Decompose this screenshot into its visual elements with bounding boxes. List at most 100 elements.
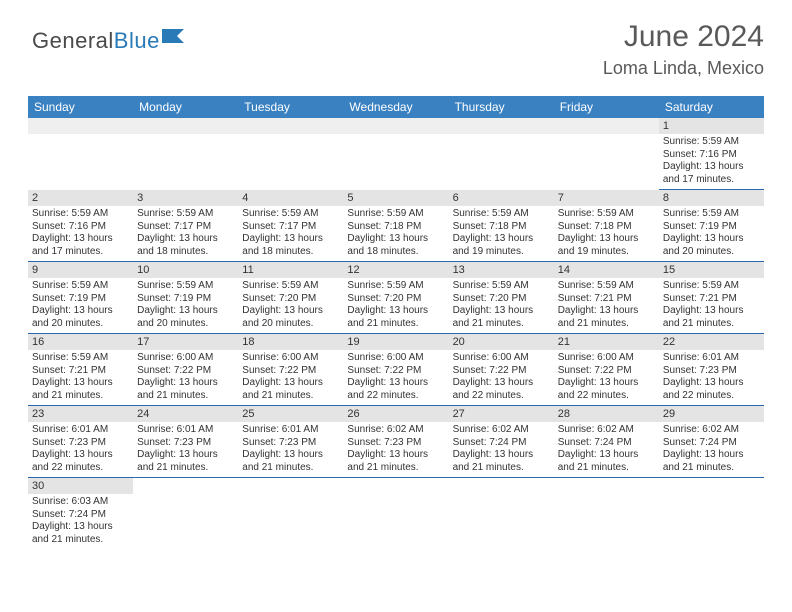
- daylight-line: Daylight: 13 hours and 18 minutes.: [242, 233, 339, 258]
- day-cell: Sunrise: 6:00 AMSunset: 7:22 PMDaylight:…: [238, 350, 343, 406]
- daylight-line: Daylight: 13 hours and 21 minutes.: [347, 449, 444, 474]
- logo-part2: Blue: [114, 28, 160, 53]
- sunset-line: Sunset: 7:19 PM: [137, 293, 234, 306]
- day-cell: Sunrise: 5:59 AMSunset: 7:21 PMDaylight:…: [28, 350, 133, 406]
- day-cell: [343, 494, 448, 549]
- sunset-line: Sunset: 7:22 PM: [137, 365, 234, 378]
- sunrise-line: Sunrise: 5:59 AM: [137, 208, 234, 221]
- sunset-line: Sunset: 7:19 PM: [32, 293, 129, 306]
- daylight-line: Daylight: 13 hours and 21 minutes.: [663, 449, 760, 474]
- sunset-line: Sunset: 7:17 PM: [242, 221, 339, 234]
- daylight-line: Daylight: 13 hours and 21 minutes.: [558, 305, 655, 330]
- sunrise-line: Sunrise: 6:00 AM: [137, 352, 234, 365]
- day-number-cell: [343, 478, 448, 495]
- sunrise-line: Sunrise: 6:00 AM: [242, 352, 339, 365]
- day-number-cell: 19: [343, 334, 448, 351]
- day-body-row: Sunrise: 5:59 AMSunset: 7:16 PMDaylight:…: [28, 134, 764, 190]
- day-cell: Sunrise: 6:02 AMSunset: 7:24 PMDaylight:…: [554, 422, 659, 478]
- day-cell: Sunrise: 6:01 AMSunset: 7:23 PMDaylight:…: [28, 422, 133, 478]
- sunrise-line: Sunrise: 6:00 AM: [347, 352, 444, 365]
- sunset-line: Sunset: 7:21 PM: [558, 293, 655, 306]
- day-cell: Sunrise: 6:03 AMSunset: 7:24 PMDaylight:…: [28, 494, 133, 549]
- day-number-cell: [554, 478, 659, 495]
- daylight-line: Daylight: 13 hours and 22 minutes.: [663, 377, 760, 402]
- daylight-line: Daylight: 13 hours and 21 minutes.: [453, 305, 550, 330]
- daylight-line: Daylight: 13 hours and 17 minutes.: [663, 161, 760, 186]
- weekday-header: Monday: [133, 96, 238, 118]
- sunrise-line: Sunrise: 6:01 AM: [242, 424, 339, 437]
- weekday-header: Thursday: [449, 96, 554, 118]
- day-number-cell: 17: [133, 334, 238, 351]
- sunset-line: Sunset: 7:18 PM: [453, 221, 550, 234]
- sunset-line: Sunset: 7:20 PM: [242, 293, 339, 306]
- daylight-line: Daylight: 13 hours and 21 minutes.: [32, 377, 129, 402]
- day-cell: Sunrise: 6:01 AMSunset: 7:23 PMDaylight:…: [238, 422, 343, 478]
- day-cell: [554, 494, 659, 549]
- day-number-cell: [449, 478, 554, 495]
- sunset-line: Sunset: 7:23 PM: [137, 437, 234, 450]
- sunset-line: Sunset: 7:24 PM: [453, 437, 550, 450]
- sunrise-line: Sunrise: 6:02 AM: [558, 424, 655, 437]
- title-block: June 2024 Loma Linda, Mexico: [603, 20, 764, 79]
- daylight-line: Daylight: 13 hours and 18 minutes.: [137, 233, 234, 258]
- sunrise-line: Sunrise: 6:02 AM: [453, 424, 550, 437]
- day-number-cell: 16: [28, 334, 133, 351]
- sunset-line: Sunset: 7:23 PM: [347, 437, 444, 450]
- weekday-header: Wednesday: [343, 96, 448, 118]
- day-cell: [238, 494, 343, 549]
- day-number-cell: [343, 118, 448, 134]
- weekday-header: Tuesday: [238, 96, 343, 118]
- day-cell: [133, 494, 238, 549]
- daylight-line: Daylight: 13 hours and 22 minutes.: [347, 377, 444, 402]
- day-cell: [449, 494, 554, 549]
- sunset-line: Sunset: 7:21 PM: [32, 365, 129, 378]
- day-number-row: 2345678: [28, 190, 764, 207]
- day-number-cell: [133, 118, 238, 134]
- day-cell: [28, 134, 133, 190]
- daylight-line: Daylight: 13 hours and 20 minutes.: [242, 305, 339, 330]
- day-number-cell: 12: [343, 262, 448, 279]
- sunrise-line: Sunrise: 6:01 AM: [663, 352, 760, 365]
- day-cell: Sunrise: 6:00 AMSunset: 7:22 PMDaylight:…: [449, 350, 554, 406]
- sunrise-line: Sunrise: 5:59 AM: [242, 280, 339, 293]
- sunset-line: Sunset: 7:19 PM: [663, 221, 760, 234]
- calendar-table: SundayMondayTuesdayWednesdayThursdayFrid…: [28, 96, 764, 549]
- day-cell: [554, 134, 659, 190]
- daylight-line: Daylight: 13 hours and 21 minutes.: [137, 449, 234, 474]
- day-cell: Sunrise: 5:59 AMSunset: 7:17 PMDaylight:…: [238, 206, 343, 262]
- logo: GeneralBlue: [32, 28, 188, 54]
- day-cell: [343, 134, 448, 190]
- day-cell: Sunrise: 5:59 AMSunset: 7:17 PMDaylight:…: [133, 206, 238, 262]
- sunset-line: Sunset: 7:22 PM: [558, 365, 655, 378]
- sunset-line: Sunset: 7:18 PM: [558, 221, 655, 234]
- day-number-cell: [28, 118, 133, 134]
- sunset-line: Sunset: 7:24 PM: [32, 509, 129, 522]
- day-cell: Sunrise: 6:00 AMSunset: 7:22 PMDaylight:…: [133, 350, 238, 406]
- sunset-line: Sunset: 7:23 PM: [32, 437, 129, 450]
- day-number-cell: 26: [343, 406, 448, 423]
- daylight-line: Daylight: 13 hours and 22 minutes.: [453, 377, 550, 402]
- sunrise-line: Sunrise: 5:59 AM: [137, 280, 234, 293]
- day-cell: Sunrise: 5:59 AMSunset: 7:21 PMDaylight:…: [554, 278, 659, 334]
- day-number-row: 23242526272829: [28, 406, 764, 423]
- sunset-line: Sunset: 7:20 PM: [347, 293, 444, 306]
- daylight-line: Daylight: 13 hours and 17 minutes.: [32, 233, 129, 258]
- day-cell: Sunrise: 5:59 AMSunset: 7:16 PMDaylight:…: [659, 134, 764, 190]
- day-number-cell: 6: [449, 190, 554, 207]
- day-cell: Sunrise: 6:00 AMSunset: 7:22 PMDaylight:…: [554, 350, 659, 406]
- day-body-row: Sunrise: 5:59 AMSunset: 7:19 PMDaylight:…: [28, 278, 764, 334]
- day-body-row: Sunrise: 6:03 AMSunset: 7:24 PMDaylight:…: [28, 494, 764, 549]
- day-number-cell: [449, 118, 554, 134]
- day-cell: [238, 134, 343, 190]
- day-cell: Sunrise: 5:59 AMSunset: 7:21 PMDaylight:…: [659, 278, 764, 334]
- day-number-cell: [554, 118, 659, 134]
- day-number-cell: 13: [449, 262, 554, 279]
- day-cell: Sunrise: 5:59 AMSunset: 7:20 PMDaylight:…: [238, 278, 343, 334]
- day-number-cell: 10: [133, 262, 238, 279]
- day-number-cell: 11: [238, 262, 343, 279]
- day-number-cell: 29: [659, 406, 764, 423]
- sunrise-line: Sunrise: 6:01 AM: [137, 424, 234, 437]
- day-cell: Sunrise: 5:59 AMSunset: 7:18 PMDaylight:…: [449, 206, 554, 262]
- day-number-cell: [238, 478, 343, 495]
- day-number-cell: 25: [238, 406, 343, 423]
